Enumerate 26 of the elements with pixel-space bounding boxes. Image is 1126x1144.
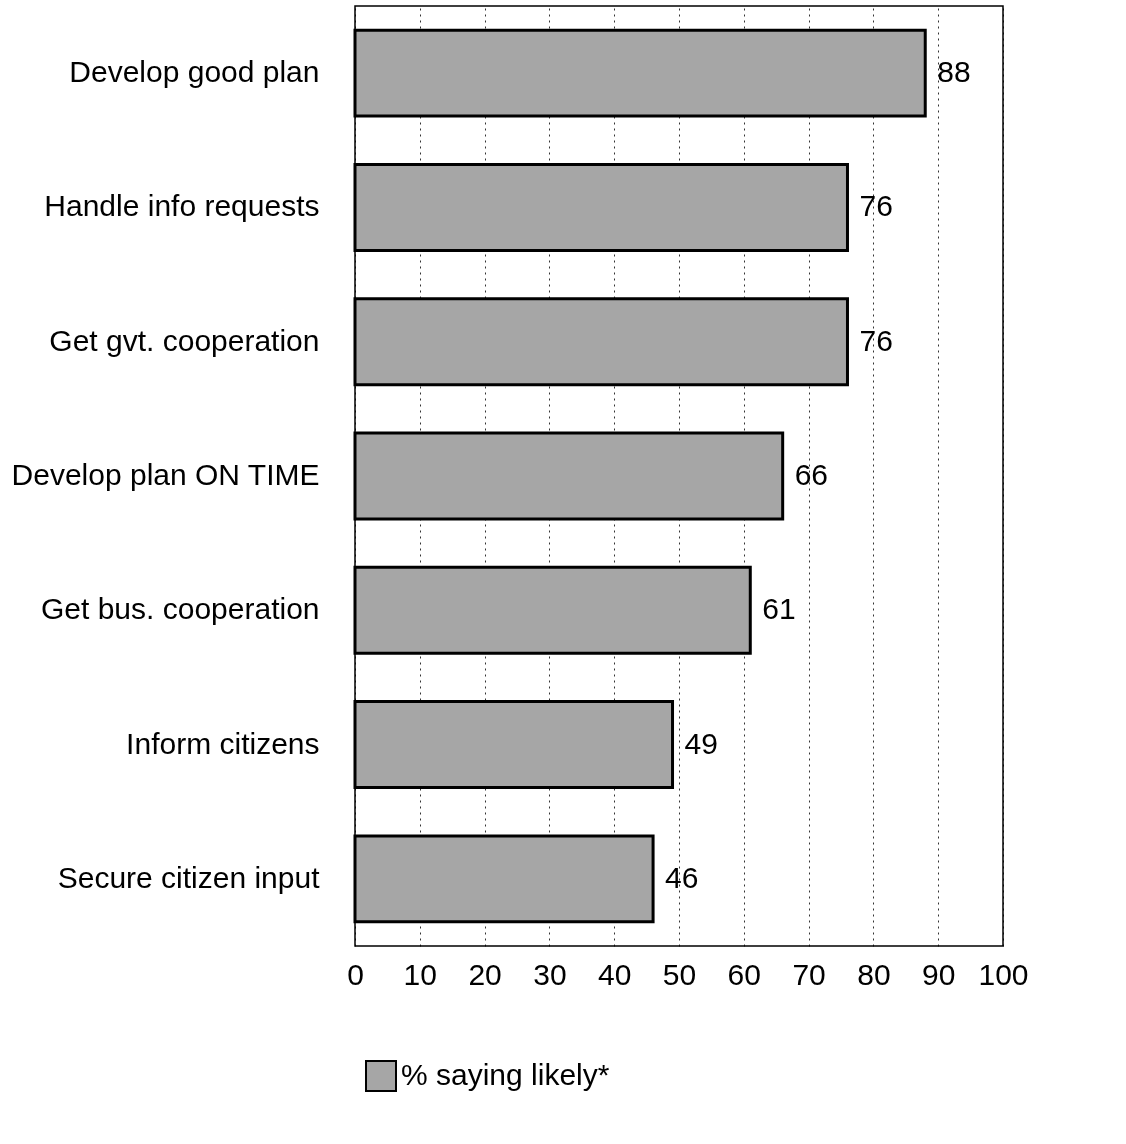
legend-label: % saying likely* [401, 1058, 610, 1091]
x-tick-label: 0 [347, 957, 364, 991]
x-tick-label: 100 [978, 957, 1029, 991]
x-tick-label: 60 [727, 957, 761, 991]
y-tick-label: Develop plan ON TIME [11, 458, 320, 491]
y-tick-label: Develop good plan [69, 55, 320, 89]
y-tick-label: Get bus. cooperation [40, 592, 320, 626]
x-tick-label: 20 [468, 957, 502, 991]
y-tick-label: Secure citizen input [57, 860, 321, 894]
x-tick-label: 90 [922, 957, 956, 991]
x-tick-label: 70 [792, 957, 826, 991]
x-tick-label: 50 [662, 957, 697, 991]
y-tick-label: Get gvt. cooperation [49, 323, 320, 357]
x-tick-label: 40 [598, 957, 632, 991]
y-tick-label: Handle info requests [44, 189, 320, 223]
data-label: 46 [665, 860, 699, 894]
data-label: 61 [762, 592, 796, 626]
data-label: 76 [859, 189, 893, 223]
x-tick-label: 30 [533, 957, 567, 991]
data-label: 88 [937, 55, 971, 89]
data-label: 76 [859, 323, 893, 357]
x-tick-label: 10 [403, 957, 437, 991]
data-label: 66 [794, 458, 829, 491]
data-label: 49 [684, 726, 718, 760]
y-tick-label: Inform citizens [126, 726, 320, 760]
x-tick-label: 80 [857, 957, 891, 991]
